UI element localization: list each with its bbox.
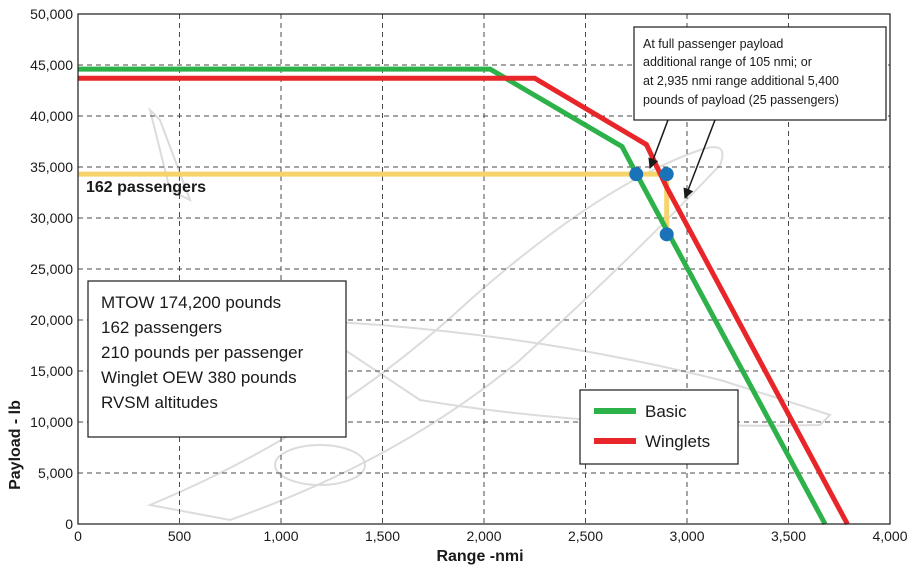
info-box: MTOW 174,200 pounds 162 passengers 210 p… <box>87 280 347 438</box>
info-box-frame <box>87 280 347 438</box>
watermark-wing <box>296 318 832 427</box>
data-point-marker <box>659 167 674 182</box>
background-aircraft-watermark <box>146 106 832 522</box>
x-tick-label: 1,500 <box>365 528 400 544</box>
y-tick-label: 35,000 <box>30 159 73 175</box>
passenger-line-label: 162 passengers <box>86 179 206 196</box>
data-point-marker <box>659 227 674 242</box>
x-tick-label: 2,500 <box>568 528 603 544</box>
x-tick-label: 3,500 <box>771 528 806 544</box>
legend-frame <box>579 389 739 465</box>
legend: Basic Winglets <box>579 389 739 465</box>
annotation-line: pounds of payload (25 passengers) <box>643 93 839 107</box>
annotation-line: At full passenger payload <box>643 37 783 51</box>
marker-layer <box>629 167 674 242</box>
series-line-basic <box>78 66 828 526</box>
annotation-arrow-basic <box>648 119 669 169</box>
legend-label-winglets: Winglets <box>645 432 710 451</box>
annotation-line: at 2,935 nmi range additional 5,400 <box>643 74 839 88</box>
y-tick-label: 25,000 <box>30 261 73 277</box>
series-line-winglets <box>78 75 850 526</box>
info-box-line: RVSM altitudes <box>101 393 218 412</box>
x-tick-label: 2,000 <box>466 528 501 544</box>
watermark-fuselage <box>146 146 724 522</box>
x-axis-label: Range -nmi <box>436 548 523 565</box>
x-tick-label: 0 <box>74 528 82 544</box>
y-tick-label: 10,000 <box>30 414 73 430</box>
x-tick-label: 500 <box>168 528 192 544</box>
annotation-box: At full passenger payload additional ran… <box>633 26 887 199</box>
series-layer <box>78 66 850 526</box>
legend-label-basic: Basic <box>645 402 687 421</box>
y-tick-label: 0 <box>65 516 73 532</box>
x-tick-label: 3,000 <box>669 528 704 544</box>
y-tick-label: 5,000 <box>38 465 73 481</box>
y-tick-label: 20,000 <box>30 312 73 328</box>
data-point-marker <box>629 167 644 182</box>
annotation-line: additional range of 105 nmi; or <box>643 55 812 69</box>
info-box-line: Winglet OEW 380 pounds <box>101 368 297 387</box>
watermark-engine <box>274 444 366 486</box>
y-tick-label: 45,000 <box>30 57 73 73</box>
plot-frame <box>77 13 891 525</box>
x-tick-label: 1,000 <box>263 528 298 544</box>
x-tick-label: 4,000 <box>872 528 907 544</box>
axes <box>77 13 891 525</box>
info-box-line: 210 pounds per passenger <box>101 343 304 362</box>
annotation-box-frame <box>633 26 887 121</box>
info-box-line: MTOW 174,200 pounds <box>101 293 281 312</box>
y-tick-label: 40,000 <box>30 108 73 124</box>
y-tick-label: 50,000 <box>30 6 73 22</box>
info-box-line: 162 passengers <box>101 318 222 337</box>
annotation-arrow-winglets <box>683 119 716 199</box>
y-tick-label: 30,000 <box>30 210 73 226</box>
y-axis-label: Payload - lb <box>7 400 24 490</box>
tick-labels: 0 500 1,000 1,500 2,000 2,500 3,000 3,500 4,000 0… <box>30 6 908 544</box>
y-tick-label: 15,000 <box>30 363 73 379</box>
